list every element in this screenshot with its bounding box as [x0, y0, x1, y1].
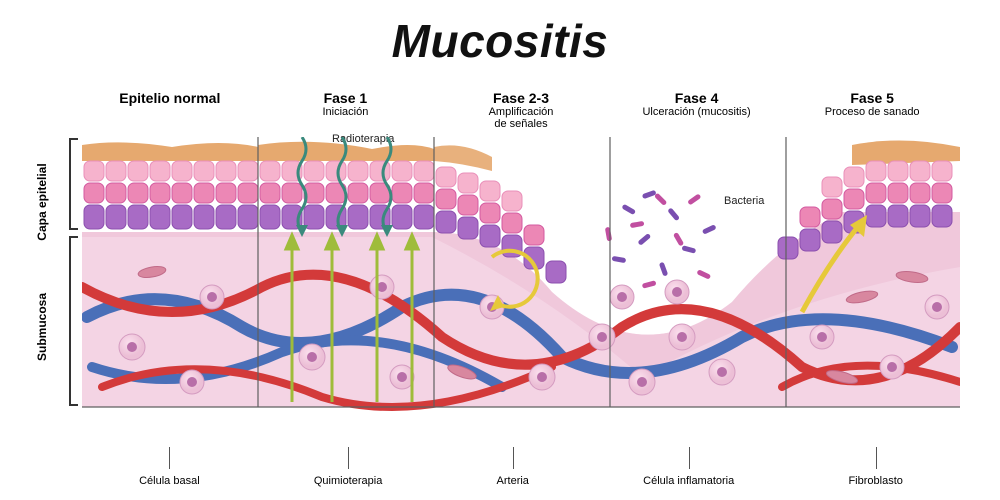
phase-title: Fase 4: [609, 90, 785, 106]
legend-inflammatory-cell: Célula inflamatoria: [643, 475, 734, 487]
phase-subtitle: Amplificación de señales: [433, 106, 609, 130]
legend-artery: Arteria: [497, 475, 529, 487]
keratin-layer: [82, 142, 258, 161]
phase-title: Fase 1: [258, 90, 434, 106]
legend-chemotherapy: Quimioterapia: [314, 475, 382, 487]
legend-fibroblast: Fibroblasto: [848, 475, 902, 487]
page-title: Mucositis: [0, 0, 1000, 68]
phase-title: Epitelio normal: [82, 90, 258, 106]
phase-subtitle: Proceso de sanado: [784, 106, 960, 118]
phase-headers-row: Epitelio normal Fase 1 Iniciación Fase 2…: [82, 90, 960, 130]
phase-title: Fase 5: [784, 90, 960, 106]
phase-subtitle: Iniciación: [258, 106, 434, 118]
phase-title: Fase 2-3: [433, 90, 609, 106]
y-label-submucosa: Submucosa: [35, 267, 49, 387]
bacteria: [605, 190, 717, 289]
phase-header-3: Fase 4 Ulceración (mucositis): [609, 90, 785, 130]
phase-header-0: Epitelio normal: [82, 90, 258, 130]
phase-header-2: Fase 2-3 Amplificación de señales: [433, 90, 609, 130]
axis-bracket-icon: [64, 137, 82, 412]
tissue-diagram: [82, 137, 960, 417]
legend-row: Célula basal Quimioterapia Arteria Célul…: [82, 475, 960, 487]
legend-basal-cell: Célula basal: [139, 475, 200, 487]
diagram-container: Epitelio normal Fase 1 Iniciación Fase 2…: [82, 95, 960, 445]
phase-subtitle: Ulceración (mucositis): [609, 106, 785, 118]
phase-header-1: Fase 1 Iniciación: [258, 90, 434, 130]
y-label-epithelial: Capa epitelial: [35, 142, 49, 262]
phase-header-4: Fase 5 Proceso de sanado: [784, 90, 960, 130]
